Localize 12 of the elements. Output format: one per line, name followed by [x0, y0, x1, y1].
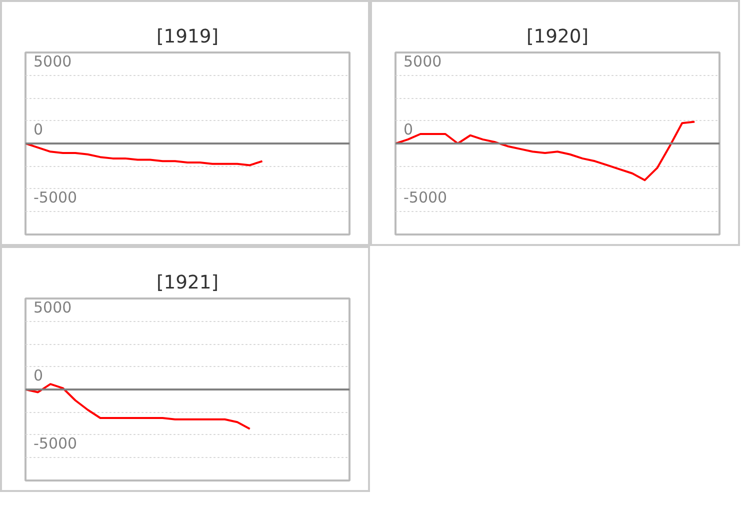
y-tick-label: 5000 — [34, 298, 72, 317]
chart-title: [1919] — [156, 26, 219, 48]
chart-title: [1921] — [156, 272, 219, 294]
chart-title: [1920] — [526, 26, 589, 48]
y-tick-label: -5000 — [34, 434, 78, 452]
y-tick-label: 0 — [34, 120, 44, 138]
y-tick-label: 0 — [404, 120, 414, 138]
y-tick-label: 5000 — [34, 52, 72, 71]
y-tick-label: -5000 — [34, 188, 78, 206]
y-tick-label: 5000 — [404, 52, 442, 71]
y-tick-label: 0 — [34, 366, 44, 384]
y-tick-label: -5000 — [404, 188, 448, 206]
